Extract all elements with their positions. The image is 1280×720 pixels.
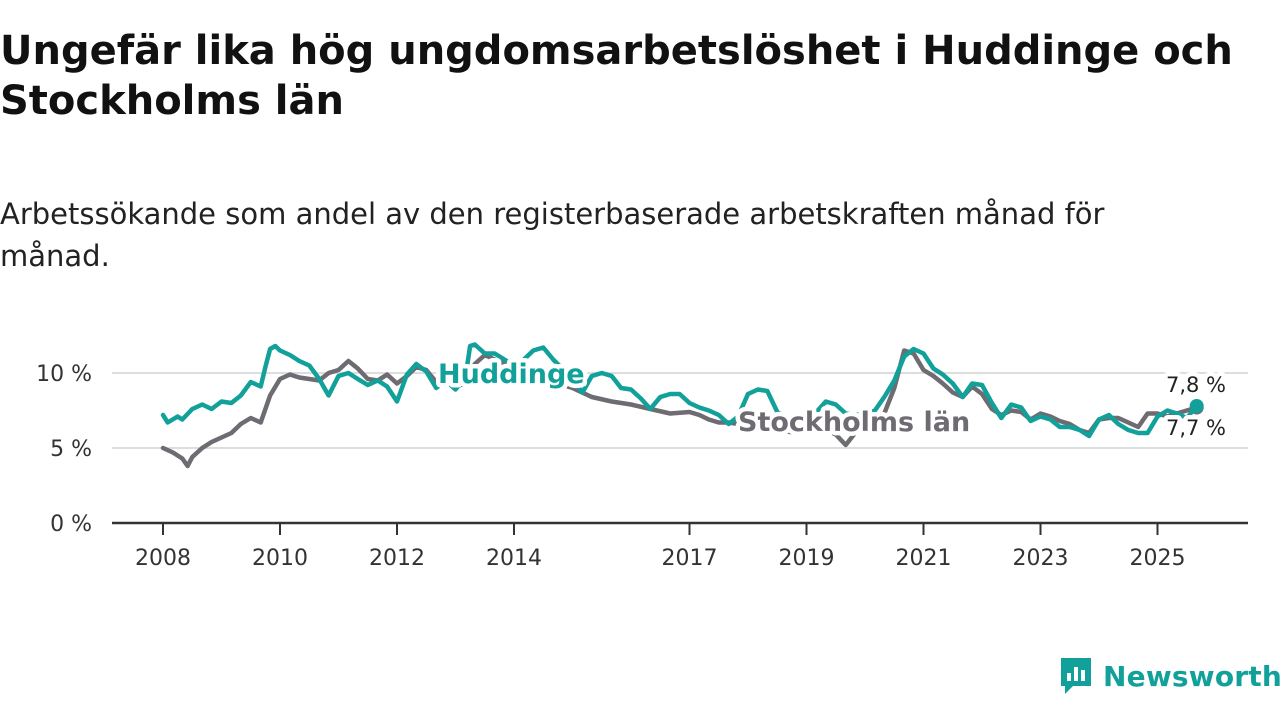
series-lines	[160, 342, 1204, 469]
x-tick-label: 2014	[486, 546, 542, 571]
end-label-huddinge-halo: 7,8 %	[1166, 373, 1226, 397]
chart-title: Ungefär lika hög ungdomsarbetslöshet i H…	[0, 28, 1233, 124]
axes: 0 % 5 % 10 % 2008 2010 2012 2014 2017 2019 2021 20…	[36, 362, 1248, 571]
end-label-stockholms-lan-halo: 7,7 %	[1166, 416, 1226, 440]
x-tick-label: 2025	[1130, 546, 1186, 571]
x-tick-label: 2017	[662, 546, 718, 571]
line-chart: 0 % 5 % 10 % 2008 2010 2012 2014 2017 2019 2021 20…	[36, 342, 1248, 571]
x-tick-label: 2023	[1013, 546, 1069, 571]
y-tick-label: 10 %	[36, 362, 92, 387]
newsworthy-logo-icon	[1061, 658, 1091, 694]
brand-logo[interactable]: Newsworthy	[1059, 655, 1280, 697]
x-tick-label: 2021	[896, 546, 952, 571]
x-tick-label: 2010	[252, 546, 308, 571]
chart-subtitle: Arbetssökande som andel av den registerb…	[0, 197, 1105, 273]
x-tick-label: 2008	[135, 546, 191, 571]
y-tick-label: 5 %	[50, 437, 92, 462]
end-label-stockholms-lan: 7,7 %	[1166, 416, 1226, 440]
series-end-marker-huddinge	[1189, 399, 1204, 413]
x-tick-label: 2019	[779, 546, 835, 571]
end-label-huddinge: 7,8 %	[1166, 373, 1226, 397]
series-label-stockholms-lan: Stockholms län	[738, 407, 970, 438]
x-tick-label: 2012	[369, 546, 425, 571]
series-line-huddinge	[160, 342, 1199, 439]
series-label-huddinge: Huddinge	[438, 359, 585, 390]
grid-lines	[112, 372, 1248, 449]
series-label-stockholms-lan-halo: Stockholms län	[738, 407, 970, 438]
y-tick-label: 0 %	[50, 512, 92, 537]
brand-name: Newsworthy	[1103, 659, 1280, 693]
series-label-huddinge-halo: Huddinge	[438, 359, 585, 390]
